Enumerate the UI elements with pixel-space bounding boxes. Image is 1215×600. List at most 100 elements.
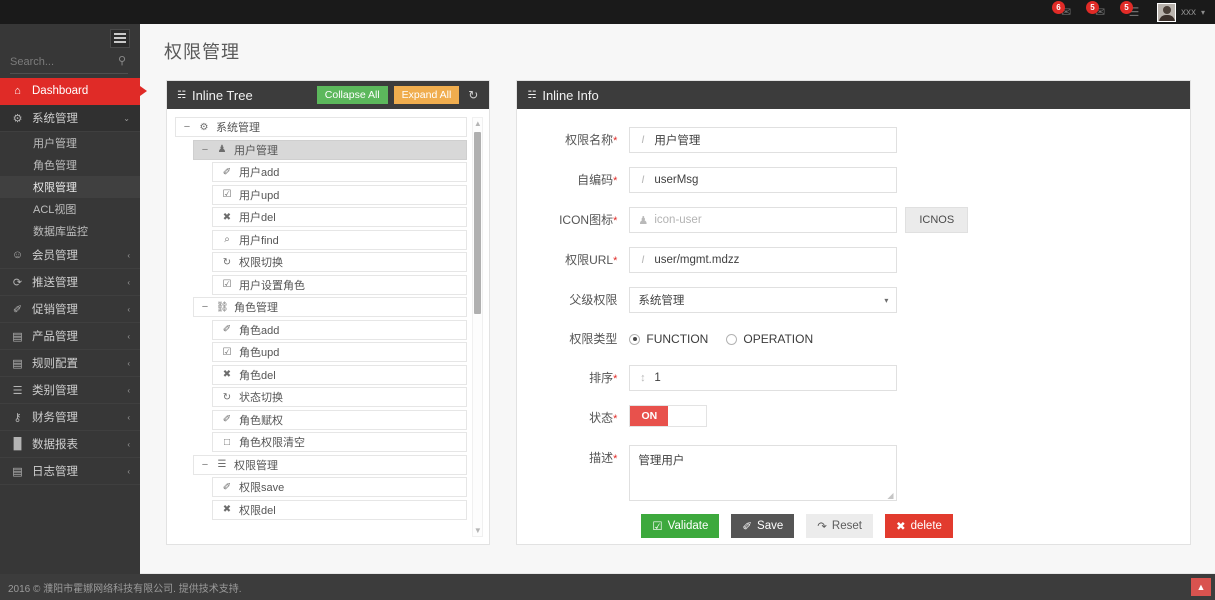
sidebar-item-0[interactable]: ⌂ Dashboard: [0, 78, 147, 105]
icnos-button[interactable]: ICNOS: [905, 207, 969, 233]
collapse-toggle-icon[interactable]: −: [201, 301, 209, 313]
field-row-status: 状态* ON: [517, 405, 1190, 432]
collapse-toggle-icon[interactable]: −: [201, 143, 209, 156]
scroll-down-icon[interactable]: ▼: [473, 526, 482, 535]
tree-node[interactable]: ☑ 用户upd: [212, 184, 467, 205]
status-toggle[interactable]: ON: [629, 405, 708, 427]
tree-node[interactable]: ⌕ 用户find: [212, 229, 467, 250]
pencil-icon: ✐: [222, 166, 232, 178]
square-icon: □: [223, 436, 231, 448]
sidebar-subitem-4[interactable]: 数据库监控: [0, 220, 140, 242]
tree-node[interactable]: ☑ 角色upd: [212, 342, 467, 362]
permission-url-input[interactable]: I user/mgmt.mdzz: [629, 247, 898, 273]
permission-code-input[interactable]: I userMsg: [629, 167, 898, 193]
sidebar-item-3[interactable]: ⟳ 推送管理 ‹: [0, 269, 140, 296]
sidebar-item-10[interactable]: ▤ 日志管理 ‹: [0, 458, 140, 485]
tree-node-label: 权限save: [239, 482, 285, 494]
sidebar-item-2[interactable]: ☺ 会员管理 ‹: [0, 242, 140, 269]
tree-node-label: 角色管理: [234, 302, 278, 314]
tree-node[interactable]: ✐ 权限save: [212, 477, 467, 497]
label-type: 权限类型: [569, 332, 618, 346]
hamburger-icon[interactable]: [110, 28, 130, 48]
sidebar-item-7[interactable]: ☰ 类别管理 ‹: [0, 377, 140, 404]
tree-node[interactable]: □ 角色权限清空: [212, 432, 467, 452]
resize-grip-icon[interactable]: ◢: [887, 491, 894, 500]
exchange-icon: ↻: [222, 391, 232, 403]
sidebar-item-8[interactable]: ⚷ 财务管理 ‹: [0, 404, 140, 431]
sidebar-item-6[interactable]: ▤ 规则配置 ‹: [0, 350, 140, 377]
bars-icon: ☰: [12, 384, 23, 397]
tree-node[interactable]: ✖ 角色del: [212, 364, 467, 385]
tree-scrollbar[interactable]: ▲ ▼: [472, 117, 484, 537]
notification-bell[interactable]: ✉ 6: [1049, 0, 1083, 24]
delete-button[interactable]: ✖ delete: [884, 514, 953, 538]
sidebar-item-4[interactable]: ✐ 促销管理 ‹: [0, 296, 140, 323]
order-input[interactable]: ↕ 1: [629, 365, 898, 391]
user-menu[interactable]: xxx ▾: [1151, 0, 1215, 24]
collapse-toggle-icon[interactable]: −: [201, 458, 209, 471]
field-row-type: 权限类型 FUNCTION OPERATION: [517, 326, 1190, 352]
sidebar-nav: ⌂ Dashboard ⚙ 系统管理 ⌄ 用户管理 角色管理 权限管理 ACL视图 数据库监控 ☺ 会…: [0, 78, 147, 485]
tasks-icon: ☰: [1128, 5, 1140, 19]
permission-name-input[interactable]: I 用户管理: [629, 127, 898, 153]
sidebar-item-5[interactable]: ▤ 产品管理 ‹: [0, 323, 140, 350]
sidebar-subitem-3[interactable]: ACL视图: [0, 198, 140, 220]
parent-permission-select[interactable]: 系统管理 ▾: [629, 287, 898, 313]
search-input[interactable]: [10, 52, 128, 74]
expand-all-button[interactable]: Expand All: [393, 85, 460, 105]
scroll-up-icon[interactable]: ▲: [473, 119, 482, 128]
tree-node[interactable]: ☑ 用户设置角色: [212, 274, 467, 295]
tree-node-label: 角色权限清空: [239, 437, 305, 449]
tree-node[interactable]: ✖ 用户del: [212, 207, 467, 227]
refresh-icon[interactable]: ↻: [468, 88, 479, 102]
tree-node-label: 用户add: [239, 167, 280, 179]
label-parent: 父级权限: [569, 293, 618, 307]
tree-node[interactable]: − ⛓ 角色管理: [193, 297, 467, 317]
scrollbar-thumb[interactable]: [474, 132, 482, 314]
sidebar-subitem-0[interactable]: 用户管理: [0, 132, 140, 154]
validate-button[interactable]: ☑ Validate: [641, 514, 720, 538]
notification-tasks[interactable]: ☰ 5: [1117, 0, 1151, 24]
icon-name-input[interactable]: ♟ icon-user: [629, 207, 898, 233]
times-icon: ✖: [895, 521, 906, 533]
collapse-all-button[interactable]: Collapse All: [316, 85, 388, 105]
tree-node[interactable]: − ♟ 用户管理: [193, 139, 467, 160]
tree-node[interactable]: ↻ 权限切换: [212, 252, 467, 272]
field-row-desc: 描述* 管理用户 ◢: [517, 445, 1190, 501]
pencil-icon: I: [641, 254, 645, 266]
radio-operation[interactable]: OPERATION: [726, 332, 813, 346]
sidebar-item-label: 日志管理: [32, 466, 78, 478]
tree-node[interactable]: ✖ 权限del: [212, 499, 467, 520]
save-button[interactable]: ✐ Save: [731, 514, 795, 538]
cube-icon: ▤: [12, 330, 23, 343]
sitemap-icon: ☵: [527, 89, 537, 101]
exchange-icon: ↻: [222, 256, 232, 268]
sidebar-subitem-2[interactable]: 权限管理: [0, 176, 140, 198]
tree-node[interactable]: ✐ 用户add: [212, 162, 467, 182]
avatar: [1156, 2, 1176, 22]
sidebar-subitem-1[interactable]: 角色管理: [0, 154, 140, 176]
notification-messages[interactable]: ✉ 5: [1083, 0, 1117, 24]
radio-function[interactable]: FUNCTION: [629, 332, 708, 346]
tree-node[interactable]: − ⚙ 系统管理: [175, 117, 467, 137]
collapse-toggle-icon[interactable]: −: [183, 121, 191, 133]
radio-icon: [629, 333, 641, 345]
pencil-icon: ✐: [222, 324, 232, 335]
reset-button[interactable]: ↷ Reset: [806, 514, 873, 538]
edit-icon: ☑: [222, 346, 232, 358]
description-textarea[interactable]: 管理用户: [629, 445, 898, 501]
tree-node[interactable]: ✐ 角色赋权: [212, 409, 467, 430]
tree-node[interactable]: − ☰ 权限管理: [193, 454, 467, 475]
label-icon: ICON图标*: [559, 213, 618, 227]
scroll-to-top-button[interactable]: ▲: [1191, 578, 1211, 596]
inline-info-body: 权限名称* I 用户管理 自编码* I userMsg: [517, 109, 1190, 544]
tree-node[interactable]: ✐ 角色add: [212, 319, 467, 340]
sidebar-item-1[interactable]: ⚙ 系统管理 ⌄: [0, 105, 140, 132]
chevron-icon: ‹: [127, 466, 130, 476]
bell-badge: 6: [1051, 1, 1065, 14]
sidebar-item-9[interactable]: █ 数据报表 ‹: [0, 431, 140, 458]
tree-node-label: 角色upd: [239, 347, 280, 359]
sidebar-item-label: 促销管理: [32, 304, 78, 316]
pencil-icon: ✐: [12, 303, 23, 316]
tree-node[interactable]: ↻ 状态切换: [212, 387, 467, 407]
